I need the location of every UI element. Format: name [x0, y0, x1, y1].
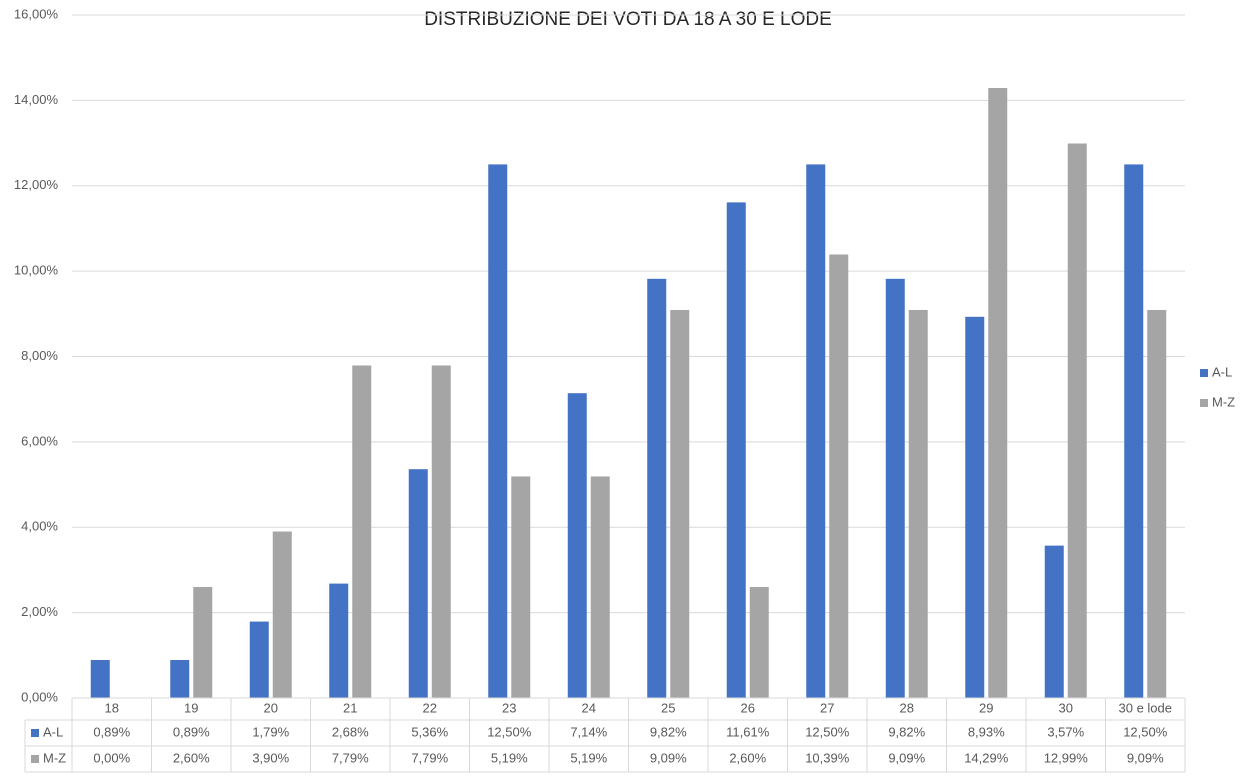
y-tick-label: 0,00%: [21, 689, 58, 704]
table-value: 7,14%: [570, 724, 607, 739]
table-value: 0,89%: [173, 724, 210, 739]
x-tick-label: 24: [582, 700, 596, 715]
x-tick-label: 30: [1059, 700, 1073, 715]
bar: [1124, 164, 1144, 698]
x-tick-label: 21: [343, 700, 357, 715]
bar: [885, 278, 905, 698]
table-value: 9,82%: [650, 724, 687, 739]
bar: [1044, 545, 1064, 698]
x-tick-label: 20: [264, 700, 278, 715]
table-value: 8,93%: [968, 724, 1005, 739]
table-value: 7,79%: [411, 750, 448, 765]
bar: [1067, 143, 1087, 698]
x-tick-label: 26: [741, 700, 755, 715]
table-value: 10,39%: [805, 750, 850, 765]
table-value: 7,79%: [332, 750, 369, 765]
table-value: 2,68%: [332, 724, 369, 739]
legend-key: [1200, 399, 1208, 407]
bar: [431, 365, 451, 698]
table-value: 12,99%: [1044, 750, 1089, 765]
bar: [647, 278, 667, 698]
y-tick-label: 6,00%: [21, 433, 58, 448]
x-tick-label: 28: [900, 700, 914, 715]
bar: [965, 316, 985, 698]
bar: [749, 587, 769, 698]
table-value: 11,61%: [726, 724, 770, 739]
table-value: 9,09%: [650, 750, 687, 765]
table-value: 5,19%: [491, 750, 528, 765]
table-value: 2,60%: [729, 750, 766, 765]
bar: [170, 660, 190, 698]
y-tick-label: 10,00%: [14, 263, 59, 278]
y-tick-label: 12,00%: [14, 177, 59, 192]
bar: [567, 393, 587, 698]
x-tick-label: 18: [105, 700, 119, 715]
y-tick-label: 14,00%: [14, 92, 59, 107]
table-value: 9,09%: [1127, 750, 1164, 765]
bar: [590, 476, 610, 698]
table-value: 1,79%: [252, 724, 289, 739]
table-value: 3,90%: [252, 750, 289, 765]
table-value: 12,50%: [487, 724, 532, 739]
legend-label: M-Z: [1212, 394, 1235, 409]
table-value: 12,50%: [1123, 724, 1168, 739]
bar: [249, 621, 269, 698]
legend-key: [1200, 369, 1208, 377]
bar: [352, 365, 372, 698]
x-tick-label: 19: [184, 700, 198, 715]
bar: [272, 531, 292, 698]
bar: [908, 309, 928, 698]
table-value: 3,57%: [1047, 724, 1084, 739]
table-value: 14,29%: [964, 750, 1009, 765]
table-value: 9,09%: [888, 750, 925, 765]
y-tick-label: 16,00%: [14, 6, 59, 21]
bar: [511, 476, 531, 698]
bar: [726, 202, 746, 698]
bar: [488, 164, 508, 698]
x-tick-label: 25: [661, 700, 675, 715]
bar: [988, 87, 1008, 699]
bar: [329, 583, 349, 698]
x-tick-label: 29: [979, 700, 993, 715]
x-tick-label: 27: [820, 700, 834, 715]
table-value: 0,89%: [93, 724, 130, 739]
table-series-label: M-Z: [43, 750, 66, 765]
bar: [806, 164, 826, 698]
table-legend-key: [31, 729, 39, 737]
table-value: 9,82%: [888, 724, 925, 739]
table-series-label: A-L: [43, 724, 63, 739]
bar: [670, 309, 690, 698]
bar: [1147, 309, 1167, 698]
table-value: 0,00%: [93, 750, 130, 765]
chart-title: DISTRIBUZIONE DEI VOTI DA 18 A 30 E LODE: [424, 9, 832, 30]
bar: [408, 469, 428, 698]
legend-label: A-L: [1212, 364, 1232, 379]
table-legend-key: [31, 755, 39, 763]
bar: [90, 660, 110, 698]
y-tick-label: 2,00%: [21, 604, 58, 619]
table-value: 5,36%: [411, 724, 448, 739]
table-value: 12,50%: [805, 724, 850, 739]
bar: [829, 254, 849, 698]
x-tick-label: 30 e lode: [1119, 700, 1173, 715]
y-tick-label: 4,00%: [21, 519, 58, 534]
table-value: 2,60%: [173, 750, 210, 765]
table-value: 5,19%: [570, 750, 607, 765]
bar: [193, 587, 213, 698]
x-tick-label: 22: [423, 700, 437, 715]
x-tick-label: 23: [502, 700, 516, 715]
y-tick-label: 8,00%: [21, 348, 58, 363]
